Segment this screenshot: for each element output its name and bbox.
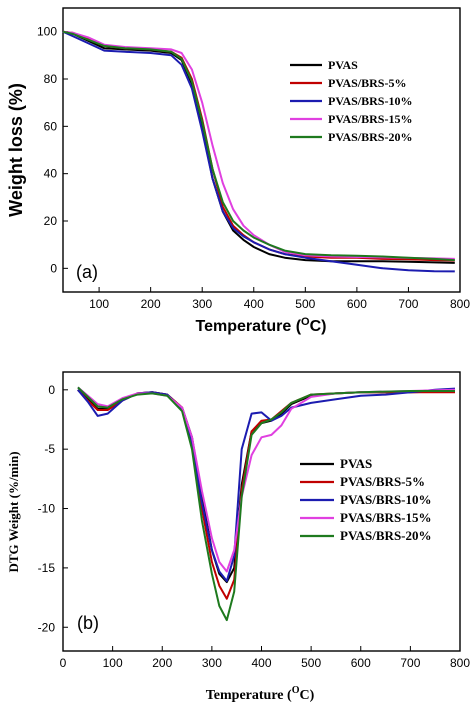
panel-b: 0 100 200 300 400 500 600 700 800 0 -5 -10 -15 -20 (… xyxy=(6,371,470,703)
y-tick-label: -15 xyxy=(38,561,56,575)
legend-entry-label: PVAS/BRS-15% xyxy=(340,510,432,525)
panel-b-x-axis-label-tail: C) xyxy=(299,688,314,703)
legend-entry-label: PVAS/BRS-20% xyxy=(340,528,432,543)
panel-a-y-ticks: 0 20 40 60 80 100 xyxy=(37,25,68,275)
x-tick-label: 200 xyxy=(152,656,172,670)
x-tick-label: 500 xyxy=(301,656,321,670)
legend-entry-label: PVAS xyxy=(328,58,358,72)
panel-b-x-axis-label-sup: O xyxy=(292,685,300,696)
panel-a-legend: PVAS PVAS/BRS-5% PVAS/BRS-10% PVAS/BRS-15% P… xyxy=(290,58,412,144)
y-tick-label: 80 xyxy=(44,72,58,86)
x-tick-label: 100 xyxy=(103,656,123,670)
panel-a-x-ticks: 100 200 300 400 500 600 700 800 xyxy=(89,287,470,311)
y-tick-label: 20 xyxy=(44,214,58,228)
panel-b-x-axis-label-main: Temperature ( xyxy=(206,688,292,703)
x-tick-label: 100 xyxy=(89,297,109,311)
x-tick-label: 200 xyxy=(141,297,161,311)
panel-b-series-lines xyxy=(77,386,456,622)
panel-a-x-axis-label-sup: O xyxy=(301,316,310,328)
x-tick-label: 700 xyxy=(398,297,418,311)
x-tick-label: 700 xyxy=(400,656,420,670)
y-tick-label: 40 xyxy=(44,167,58,181)
panel-b-x-ticks: 0 100 200 300 400 500 600 700 800 xyxy=(60,646,470,670)
x-tick-label: 0 xyxy=(60,656,67,670)
legend-entry-label: PVAS/BRS-10% xyxy=(340,492,432,507)
series-line-pvas-brs-10- xyxy=(62,30,455,273)
x-tick-label: 600 xyxy=(351,656,371,670)
y-tick-label: -10 xyxy=(38,502,56,516)
x-tick-label: 800 xyxy=(450,656,470,670)
legend-entry-label: PVAS xyxy=(340,456,372,471)
series-line-pvas xyxy=(62,30,455,264)
series-line-pvas-brs-5- xyxy=(62,30,455,262)
y-tick-label: 100 xyxy=(37,25,57,39)
legend-entry-label: PVAS/BRS-10% xyxy=(328,94,412,108)
series-line-pvas-brs-15- xyxy=(62,30,455,260)
x-tick-label: 300 xyxy=(202,656,222,670)
y-tick-label: 0 xyxy=(48,383,55,397)
legend-entry-label: PVAS/BRS-5% xyxy=(340,474,425,489)
panel-a-y-axis-label: Weight loss (%) xyxy=(6,83,26,217)
x-tick-label: 400 xyxy=(251,656,271,670)
x-tick-label: 300 xyxy=(192,297,212,311)
panel-a-x-axis-label: Temperature (OC) xyxy=(196,316,327,335)
x-tick-label: 600 xyxy=(347,297,367,311)
panel-b-x-axis-label: Temperature (OC) xyxy=(206,685,315,703)
panel-a-label: (a) xyxy=(76,262,98,282)
panel-a-x-axis-label-main: Temperature ( xyxy=(196,318,302,335)
y-tick-label: -20 xyxy=(38,620,56,634)
x-tick-label: 500 xyxy=(295,297,315,311)
series-line-pvas-brs-15- xyxy=(77,386,456,573)
panel-a-series-lines xyxy=(62,30,455,273)
panel-a-x-axis-label-tail: C) xyxy=(310,318,327,335)
panel-b-legend: PVAS PVAS/BRS-5% PVAS/BRS-10% PVAS/BRS-15% P… xyxy=(300,456,432,543)
panel-b-y-ticks: 0 -5 -10 -15 -20 xyxy=(38,383,68,634)
legend-entry-label: PVAS/BRS-5% xyxy=(328,76,406,90)
legend-entry-label: PVAS/BRS-20% xyxy=(328,130,412,144)
panel-b-label: (b) xyxy=(77,613,99,633)
legend-entry-label: PVAS/BRS-15% xyxy=(328,112,412,126)
series-line-pvas-brs-20- xyxy=(62,30,455,262)
y-tick-label: 60 xyxy=(44,119,58,133)
y-tick-label: 0 xyxy=(50,261,57,275)
x-tick-label: 400 xyxy=(244,297,264,311)
panel-a-frame xyxy=(62,7,461,293)
series-line-pvas-brs-20- xyxy=(77,386,455,622)
panel-a: 100 200 300 400 500 600 700 800 0 20 40 60 80 100 (a… xyxy=(6,7,470,335)
panel-b-y-axis-label: DTG Weight (%/min) xyxy=(6,451,21,572)
y-tick-label: -5 xyxy=(44,442,55,456)
x-tick-label: 800 xyxy=(450,297,470,311)
